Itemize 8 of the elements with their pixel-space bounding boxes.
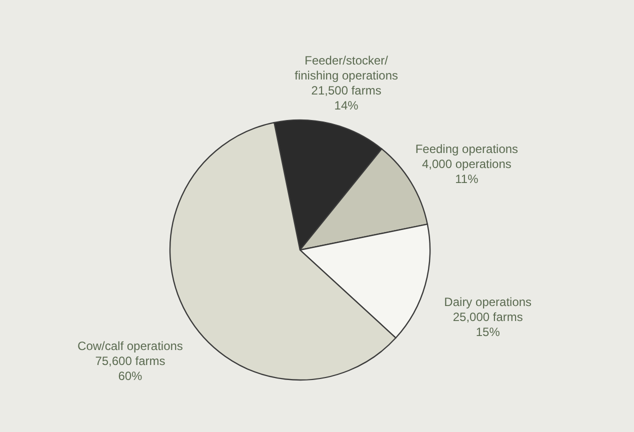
- slice-label: Feeding operations 4,000 operations: [415, 142, 518, 171]
- data-label: 15%: [476, 325, 500, 340]
- slice-label: Cow/calf operations 75,600 farms: [78, 338, 183, 368]
- data-label: 11%: [455, 172, 479, 186]
- slice-label: Feeder/stocker/ finishing operations 21,500 farms: [294, 54, 398, 98]
- slice-label: Dairy operations 25,000 farms: [444, 295, 532, 324]
- data-label: 60%: [118, 368, 143, 383]
- data-label: 14%: [334, 98, 359, 113]
